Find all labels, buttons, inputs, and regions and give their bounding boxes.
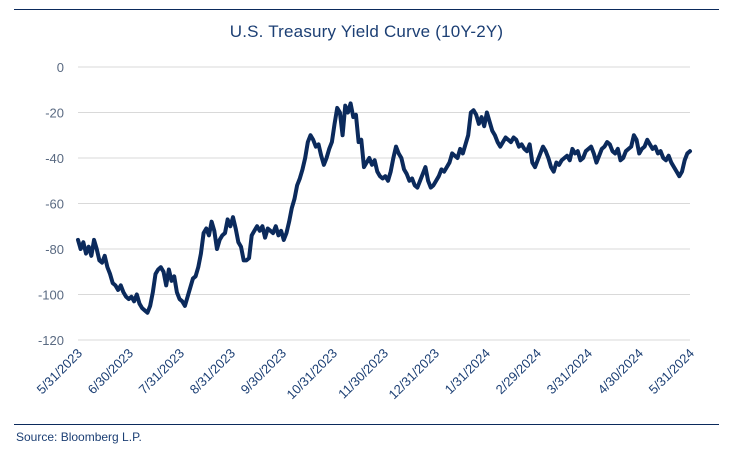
y-axis-ticks: 0 -20 -40 -60 -80 -100 -120 [38, 60, 64, 348]
x-tick-label: 10/31/2023 [283, 346, 340, 403]
y-tick-label: -100 [38, 288, 64, 303]
x-tick-label: 5/31/2024 [646, 346, 698, 398]
x-axis-ticks: 5/31/2023 6/30/2023 7/31/2023 8/31/2023 9/30… [34, 346, 698, 403]
bottom-rule [14, 424, 719, 425]
x-tick-label: 3/31/2024 [544, 346, 596, 398]
x-tick-label: 12/31/2023 [385, 346, 442, 403]
top-rule [14, 9, 719, 10]
x-tick-label: 7/31/2023 [136, 346, 188, 398]
chart-title: U.S. Treasury Yield Curve (10Y-2Y) [229, 22, 504, 41]
y-tick-label: -20 [45, 106, 64, 121]
source-note: Source: Bloomberg L.P. [16, 430, 142, 444]
y-tick-label: -60 [45, 197, 64, 212]
x-tick-label: 1/31/2024 [442, 346, 494, 398]
series-line [76, 101, 692, 315]
y-tick-label: -40 [45, 151, 64, 166]
y-tick-label: 0 [57, 60, 64, 75]
y-tick-label: -80 [45, 242, 64, 257]
x-tick-label: 2/29/2024 [493, 346, 545, 398]
series-group [76, 101, 692, 315]
x-tick-label: 8/31/2023 [187, 346, 239, 398]
x-tick-label: 5/31/2023 [34, 346, 86, 398]
x-tick-label: 4/30/2024 [595, 346, 647, 398]
gridlines [78, 66, 690, 341]
x-tick-label: 6/30/2023 [85, 346, 137, 398]
y-tick-label: -120 [38, 333, 64, 348]
x-tick-label: 11/30/2023 [335, 346, 391, 402]
x-tick-label: 9/30/2023 [238, 346, 290, 398]
